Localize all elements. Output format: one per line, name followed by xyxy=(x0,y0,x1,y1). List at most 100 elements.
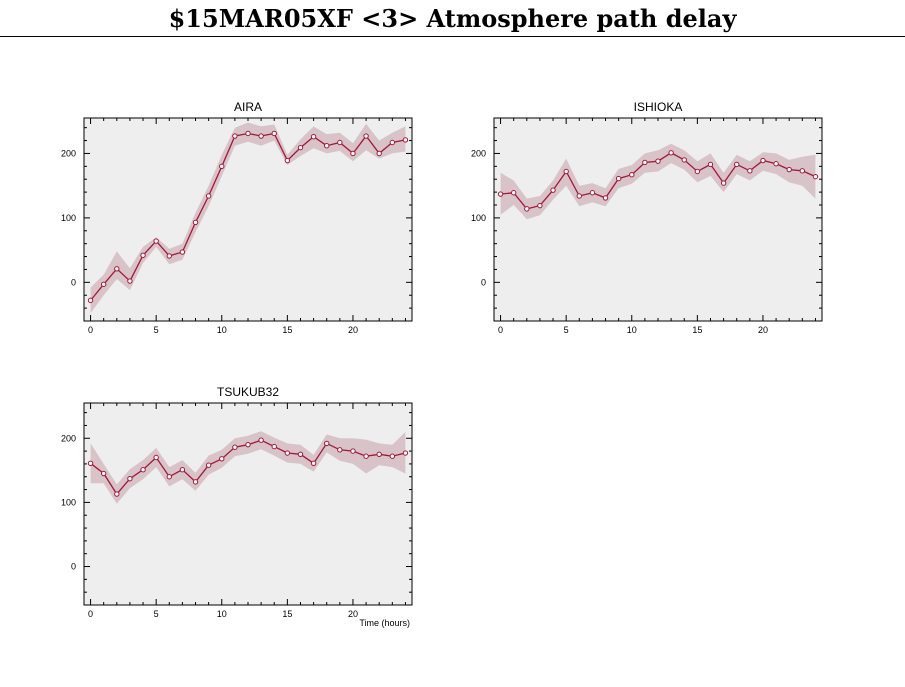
data-point xyxy=(245,441,251,448)
x-tick-label: 15 xyxy=(282,325,292,335)
data-point xyxy=(363,133,369,139)
data-point xyxy=(402,137,409,143)
data-point xyxy=(337,139,343,146)
data-point xyxy=(258,437,264,443)
data-point xyxy=(563,168,569,175)
data-point xyxy=(668,150,674,156)
data-point xyxy=(219,456,225,462)
data-point xyxy=(297,144,304,151)
uncertainty-band xyxy=(90,431,406,504)
x-tick-label: 5 xyxy=(154,325,159,335)
y-tick-label: 0 xyxy=(71,277,76,287)
data-point xyxy=(389,139,396,146)
data-point xyxy=(337,447,343,453)
data-point xyxy=(114,491,120,497)
data-point xyxy=(576,193,582,199)
data-point xyxy=(389,453,396,459)
x-tick-label: 0 xyxy=(88,609,93,619)
y-tick-label: 100 xyxy=(61,497,76,507)
data-point xyxy=(812,173,819,180)
data-point xyxy=(747,168,753,174)
x-tick-label: 0 xyxy=(498,325,503,335)
data-point xyxy=(166,253,172,259)
data-point xyxy=(681,157,687,163)
data-point xyxy=(127,278,133,284)
data-point xyxy=(232,133,238,139)
x-axis-label: Time (hours) xyxy=(359,618,410,628)
y-tick-label: 200 xyxy=(471,148,486,158)
x-tick-label: 10 xyxy=(217,325,227,335)
data-point xyxy=(550,187,556,193)
data-point xyxy=(350,150,356,157)
data-point xyxy=(179,249,186,255)
data-point xyxy=(629,172,635,178)
data-point xyxy=(127,475,133,482)
data-point xyxy=(153,454,159,461)
y-tick-label: 200 xyxy=(61,148,76,158)
data-point xyxy=(615,175,622,182)
data-point xyxy=(232,444,238,450)
data-point xyxy=(760,157,766,164)
data-point xyxy=(324,440,330,447)
data-point xyxy=(100,281,107,287)
data-point xyxy=(166,474,172,480)
data-point xyxy=(140,466,146,473)
y-tick-label: 0 xyxy=(71,562,76,572)
data-point xyxy=(363,453,369,459)
data-point xyxy=(310,133,317,140)
chart-title: TSUKUB32 xyxy=(217,385,279,399)
y-tick-label: 100 xyxy=(471,213,486,223)
data-point xyxy=(205,462,212,468)
data-point xyxy=(114,266,120,272)
plot-area xyxy=(84,403,412,605)
data-point xyxy=(786,166,792,173)
data-point xyxy=(773,161,779,167)
y-tick-label: 0 xyxy=(481,277,486,287)
x-tick-label: 15 xyxy=(282,609,292,619)
data-point xyxy=(192,479,199,485)
data-point xyxy=(589,190,596,196)
data-point xyxy=(376,451,382,458)
data-point xyxy=(179,466,186,473)
x-tick-label: 0 xyxy=(88,325,93,335)
data-point xyxy=(297,451,304,458)
plot-area xyxy=(494,118,822,321)
data-point xyxy=(707,161,714,168)
data-point xyxy=(655,158,661,164)
chart-title: ISHIOKA xyxy=(634,100,683,114)
data-point xyxy=(350,448,356,454)
data-point xyxy=(510,190,517,196)
data-point xyxy=(219,163,225,170)
uncertainty-band xyxy=(90,122,406,314)
data-point xyxy=(497,191,504,197)
data-point xyxy=(87,297,94,304)
data-point xyxy=(524,206,530,212)
data-point xyxy=(87,460,94,466)
data-point xyxy=(205,193,212,199)
data-point xyxy=(734,161,740,168)
data-point xyxy=(258,133,264,139)
chart-title: AIRA xyxy=(234,100,262,114)
data-point xyxy=(720,180,727,186)
data-point xyxy=(642,159,648,166)
x-tick-label: 10 xyxy=(627,325,637,335)
x-tick-label: 20 xyxy=(758,325,768,335)
title-rule xyxy=(0,36,905,37)
data-point xyxy=(271,130,277,137)
data-point xyxy=(100,470,107,477)
data-point xyxy=(402,450,409,456)
x-tick-label: 10 xyxy=(217,609,227,619)
x-tick-label: 20 xyxy=(348,609,358,619)
data-point xyxy=(140,252,146,258)
x-tick-label: 15 xyxy=(692,325,702,335)
y-tick-label: 200 xyxy=(61,433,76,443)
x-tick-label: 20 xyxy=(348,325,358,335)
data-point xyxy=(602,195,609,201)
data-point xyxy=(153,238,159,244)
data-point xyxy=(284,157,291,164)
data-point xyxy=(284,450,291,456)
data-point xyxy=(694,168,701,175)
data-point xyxy=(537,202,543,209)
